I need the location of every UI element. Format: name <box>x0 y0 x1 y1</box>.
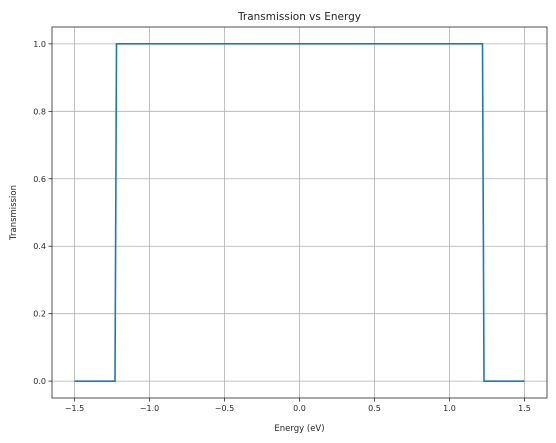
transmission-line <box>74 43 525 382</box>
x-tick-label: 0.5 <box>368 404 381 413</box>
x-tick-label: −0.5 <box>215 404 234 413</box>
x-tick-label: −1.0 <box>140 404 159 413</box>
series-layer <box>74 43 525 382</box>
y-tick-label: 0.6 <box>33 175 46 184</box>
y-tick-label: 0.8 <box>33 107 46 116</box>
chart-title: Transmission vs Energy <box>237 11 361 23</box>
x-tick-label: 1.5 <box>518 404 531 413</box>
ticks: −1.5 −1.0 −0.5 0.0 0.5 1.0 1.5 0.0 0.2 0.4 0.6 0.8 1… <box>33 40 531 413</box>
x-tick-label: 1.0 <box>443 404 456 413</box>
y-tick-label: 0.0 <box>33 377 46 386</box>
y-axis-label: Transmission <box>9 185 19 241</box>
y-tick-label: 0.4 <box>33 242 46 251</box>
y-tick-label: 1.0 <box>33 40 46 49</box>
x-axis-label: Energy (eV) <box>274 424 324 434</box>
x-tick-label: 0.0 <box>293 404 306 413</box>
y-tick-label: 0.2 <box>33 310 46 319</box>
x-tick-label: −1.5 <box>65 404 84 413</box>
